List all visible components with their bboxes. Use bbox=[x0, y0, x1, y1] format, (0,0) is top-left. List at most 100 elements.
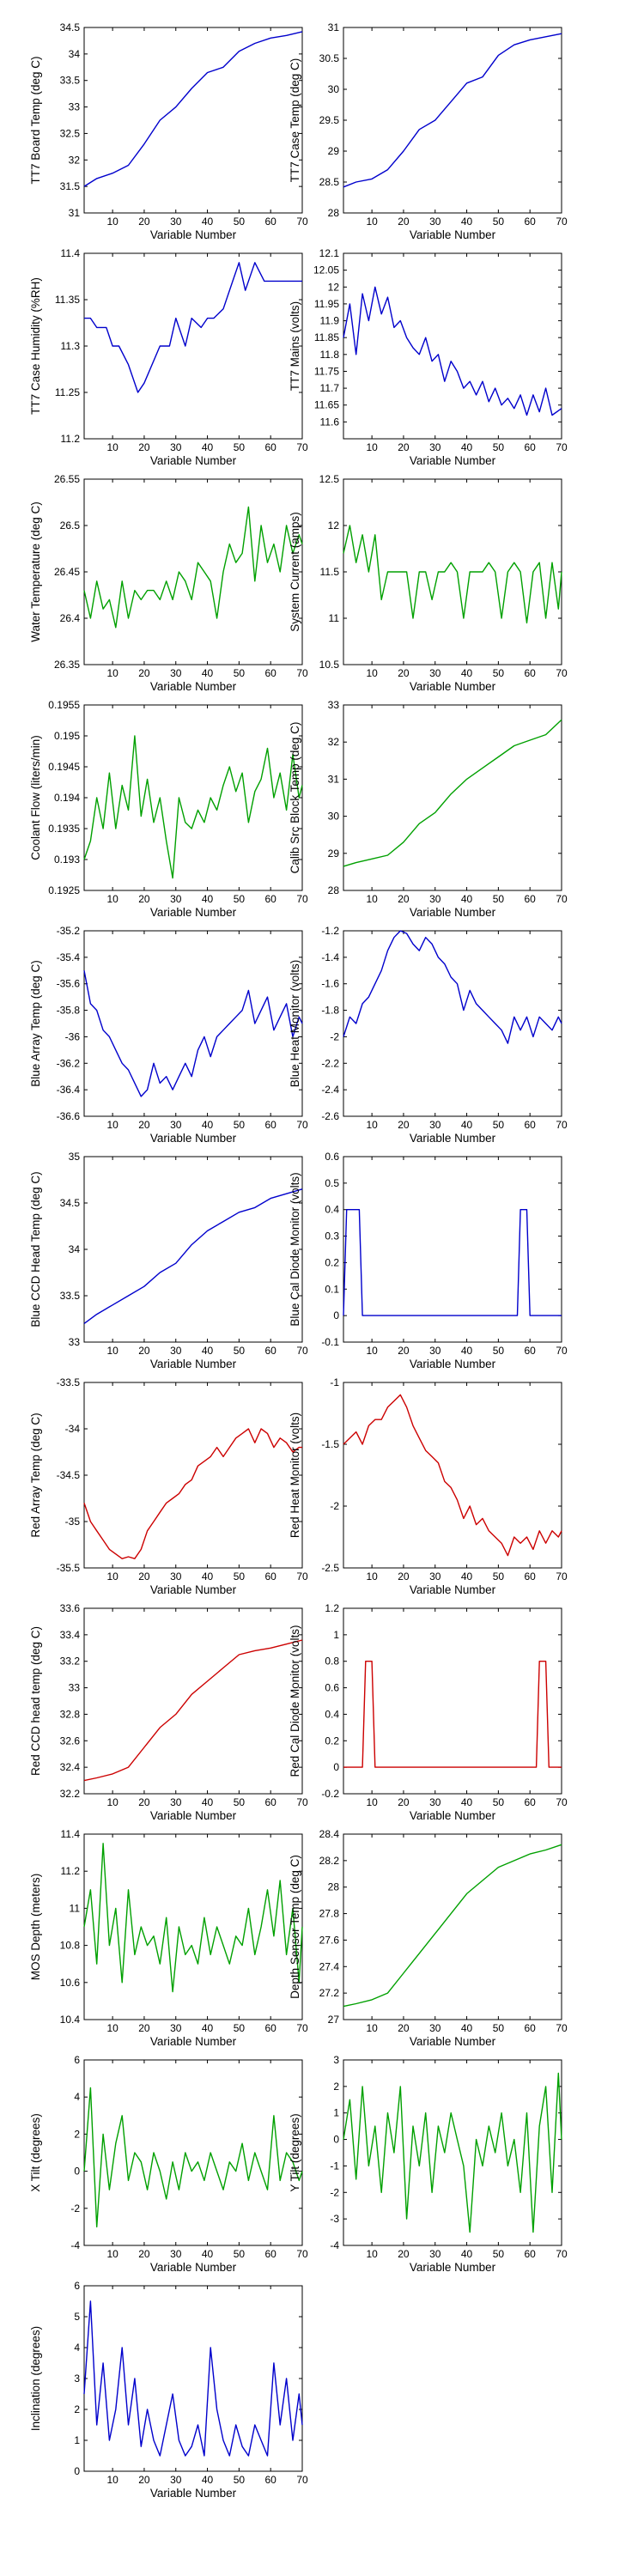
x-tick-label: 40 bbox=[461, 1345, 473, 1357]
x-tick-label: 40 bbox=[202, 2474, 214, 2486]
x-axis-label: Variable Number bbox=[410, 2261, 496, 2274]
x-tick-label: 10 bbox=[106, 2022, 118, 2034]
y-tick-label: 2 bbox=[74, 2403, 80, 2415]
chart-21: 10 20 30 40 50 60 70 0 1 2 3 4 5 6 Variable Number Incl… bbox=[29, 2280, 308, 2500]
y-tick-label: -36 bbox=[65, 1030, 81, 1042]
chart-15: 10 20 30 40 50 60 70 32.2 32.4 32.6 32.8 33 33.2 33.4… bbox=[29, 1602, 308, 1822]
y-tick-label: 34.5 bbox=[60, 21, 81, 33]
x-axis-label: Variable Number bbox=[150, 2035, 237, 2048]
y-tick-label: 11.25 bbox=[55, 386, 80, 398]
y-tick-label: -2 bbox=[330, 1030, 339, 1042]
y-tick-label: 33 bbox=[69, 1336, 81, 1348]
y-tick-label: 32 bbox=[328, 736, 340, 748]
x-tick-label: 70 bbox=[296, 1119, 308, 1131]
y-tick-label: 11.3 bbox=[61, 340, 81, 352]
x-tick-label: 10 bbox=[366, 1796, 378, 1808]
chart-1: 10 20 30 40 50 60 70 31 31.5 32 32.5 33 33.5 34 34.5 Va… bbox=[29, 21, 308, 241]
y-tick-label: 29 bbox=[328, 145, 340, 157]
series-line-1 bbox=[83, 2087, 303, 2228]
x-tick-label: 50 bbox=[493, 893, 505, 905]
x-tick-label: 50 bbox=[234, 216, 246, 228]
x-tick-label: 20 bbox=[138, 2248, 150, 2260]
x-axis-label: Variable Number bbox=[150, 680, 237, 693]
y-tick-label: 12.05 bbox=[313, 264, 339, 276]
y-tick-label: 11.9 bbox=[320, 315, 340, 327]
series-line-1 bbox=[83, 970, 303, 1097]
x-tick-label: 60 bbox=[525, 1345, 537, 1357]
x-tick-label: 60 bbox=[265, 1345, 277, 1357]
y-tick-label: 30 bbox=[328, 811, 340, 823]
y-tick-label: 31.5 bbox=[60, 180, 81, 192]
x-tick-label: 70 bbox=[296, 667, 308, 679]
x-tick-label: 20 bbox=[398, 441, 410, 453]
chart-19: 10 20 30 40 50 60 70 -4 -2 0 2 4 6 Variable Number X T… bbox=[29, 2054, 308, 2274]
y-tick-label: 10.5 bbox=[319, 659, 340, 671]
y-tick-label: 33 bbox=[69, 1682, 81, 1694]
x-tick-label: 50 bbox=[234, 667, 246, 679]
x-tick-label: 30 bbox=[170, 893, 182, 905]
y-tick-label: 0 bbox=[74, 2166, 80, 2178]
y-tick-label: 26.5 bbox=[60, 519, 81, 532]
y-tick-label: 33 bbox=[328, 699, 340, 711]
x-tick-label: 30 bbox=[170, 216, 182, 228]
x-tick-label: 10 bbox=[366, 2248, 378, 2260]
x-axis-label: Variable Number bbox=[150, 228, 237, 241]
x-tick-label: 30 bbox=[429, 2022, 441, 2034]
y-tick-label: 34.5 bbox=[60, 1197, 81, 1209]
x-tick-label: 20 bbox=[398, 1796, 410, 1808]
x-axis-label: Variable Number bbox=[410, 2035, 496, 2048]
chart-10: 10 20 30 40 50 60 70 -2.6 -2.4 -2.2 -2 -1.8 -1.6 -1.4… bbox=[289, 925, 568, 1145]
y-tick-label: -1.4 bbox=[321, 951, 339, 963]
y-axis-label: Red Array Temp (deg C) bbox=[29, 1413, 42, 1537]
plot-frame bbox=[343, 2059, 562, 2246]
x-tick-label: 30 bbox=[429, 2248, 441, 2260]
x-tick-label: 60 bbox=[265, 216, 277, 228]
x-tick-label: 40 bbox=[461, 667, 473, 679]
x-tick-label: 20 bbox=[398, 893, 410, 905]
x-tick-label: 60 bbox=[525, 667, 537, 679]
x-tick-label: 30 bbox=[170, 2248, 182, 2260]
x-tick-label: 40 bbox=[202, 667, 214, 679]
y-tick-label: -35.4 bbox=[57, 951, 81, 963]
y-tick-label: 33 bbox=[69, 101, 81, 113]
chart-5: 10 20 30 40 50 60 70 26.35 26.4 26.45 26.5 26.55 Var… bbox=[29, 473, 308, 693]
plot-frame bbox=[83, 27, 303, 214]
y-tick-label: 1 bbox=[74, 2434, 80, 2446]
x-tick-label: 70 bbox=[296, 2022, 308, 2034]
y-tick-label: -36.4 bbox=[57, 1084, 81, 1096]
y-axis-label: X Tilt (degrees) bbox=[29, 2113, 42, 2192]
y-tick-label: 0.3 bbox=[325, 1230, 339, 1242]
x-tick-label: 60 bbox=[525, 441, 537, 453]
y-tick-label: -35.6 bbox=[57, 978, 81, 990]
series-line-1 bbox=[343, 2072, 562, 2233]
x-axis-label: Variable Number bbox=[410, 1583, 496, 1596]
x-tick-label: 20 bbox=[138, 893, 150, 905]
y-tick-label: 5 bbox=[74, 2311, 80, 2323]
y-tick-label: 26.45 bbox=[54, 566, 80, 578]
y-tick-label: -35.5 bbox=[57, 1562, 81, 1574]
x-tick-label: 60 bbox=[525, 1796, 537, 1808]
y-axis-label: Y Tilt (degrees) bbox=[289, 2113, 301, 2191]
y-tick-label: -36.2 bbox=[57, 1057, 81, 1069]
x-tick-label: 20 bbox=[138, 2022, 150, 2034]
x-tick-label: 60 bbox=[265, 2022, 277, 2034]
x-tick-label: 40 bbox=[202, 1345, 214, 1357]
x-tick-label: 40 bbox=[461, 1796, 473, 1808]
y-tick-label: 11.65 bbox=[314, 399, 339, 411]
y-tick-label: 28 bbox=[328, 207, 340, 219]
y-tick-label: 31 bbox=[328, 21, 340, 33]
x-tick-label: 40 bbox=[461, 216, 473, 228]
x-tick-label: 70 bbox=[556, 2022, 568, 2034]
chart-3: 10 20 30 40 50 60 70 11.2 11.25 11.3 11.35 11.4 Vari… bbox=[29, 247, 308, 467]
x-axis-label: Variable Number bbox=[410, 906, 496, 919]
chart-9: 10 20 30 40 50 60 70 -36.6 -36.4 -36.2 -36 -35.8 -35… bbox=[29, 925, 308, 1145]
y-tick-label: 6 bbox=[74, 2054, 80, 2066]
x-tick-label: 40 bbox=[202, 1796, 214, 1808]
x-tick-label: 30 bbox=[170, 2022, 182, 2034]
y-tick-label: 32.8 bbox=[60, 1708, 81, 1720]
x-tick-label: 60 bbox=[265, 1571, 277, 1583]
x-tick-label: 50 bbox=[234, 893, 246, 905]
y-tick-label: 0.2 bbox=[325, 1735, 339, 1747]
y-tick-label: 33.4 bbox=[60, 1629, 81, 1641]
x-tick-label: 40 bbox=[461, 2248, 473, 2260]
